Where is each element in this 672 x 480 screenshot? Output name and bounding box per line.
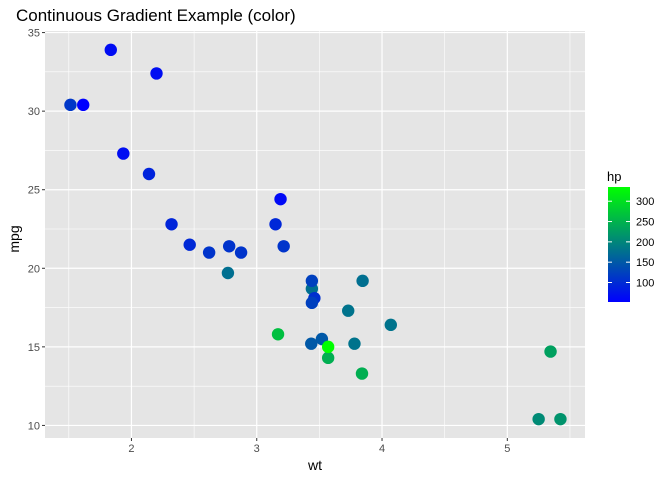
- data-point: [269, 218, 282, 231]
- y-tick-label: 20: [28, 263, 40, 275]
- data-point: [355, 367, 369, 380]
- data-point: [544, 345, 557, 358]
- y-tick-label: 30: [28, 106, 40, 118]
- x-axis: 2 3 4 5: [128, 438, 510, 455]
- data-point: [356, 274, 369, 288]
- data-point: [222, 240, 236, 253]
- data-point: [117, 147, 130, 160]
- data-point: [274, 192, 287, 206]
- data-point: [305, 274, 319, 288]
- legend-title: hp: [607, 169, 621, 184]
- data-point: [277, 240, 290, 253]
- x-tick-label: 4: [379, 443, 385, 455]
- data-point: [321, 351, 335, 365]
- y-tick-label: 25: [28, 185, 40, 197]
- data-point: [202, 246, 216, 259]
- data-point: [305, 337, 318, 350]
- x-tick-label: 3: [254, 443, 260, 455]
- data-point: [104, 43, 117, 57]
- data-point: [554, 412, 567, 426]
- x-tick-label: 5: [504, 443, 510, 455]
- legend-label: 300: [636, 196, 654, 208]
- legend-label: 250: [636, 217, 654, 229]
- data-point: [532, 412, 545, 426]
- data-point: [234, 246, 248, 259]
- legend-label: 150: [636, 257, 654, 269]
- y-tick-label: 35: [28, 28, 40, 40]
- data-point: [183, 238, 196, 251]
- data-point: [150, 67, 163, 80]
- data-point: [77, 98, 90, 112]
- y-tick-label: 15: [28, 342, 40, 354]
- y-tick-label: 10: [28, 420, 40, 432]
- x-axis-title: wt: [307, 457, 322, 473]
- y-axis-title: mpg: [6, 225, 22, 252]
- plot-panel: [45, 31, 585, 438]
- legend-label: 100: [636, 277, 654, 289]
- data-point: [64, 98, 77, 112]
- x-tick-label: 2: [128, 443, 134, 455]
- legend-colorbar: [608, 187, 630, 302]
- panel-background: [45, 31, 585, 438]
- data-point: [165, 218, 178, 231]
- data-point: [305, 296, 319, 310]
- data-point: [271, 328, 285, 341]
- y-axis: 10 15 20 25 30 35: [28, 28, 45, 432]
- data-point: [142, 167, 156, 181]
- legend: hp 100 150 200 250 300: [607, 169, 654, 302]
- data-point: [221, 266, 235, 280]
- data-point: [348, 337, 361, 350]
- data-point: [321, 340, 335, 354]
- data-point: [384, 318, 398, 332]
- legend-label: 200: [636, 237, 654, 249]
- chart-title: Continuous Gradient Example (color): [16, 6, 296, 25]
- data-point: [342, 304, 355, 317]
